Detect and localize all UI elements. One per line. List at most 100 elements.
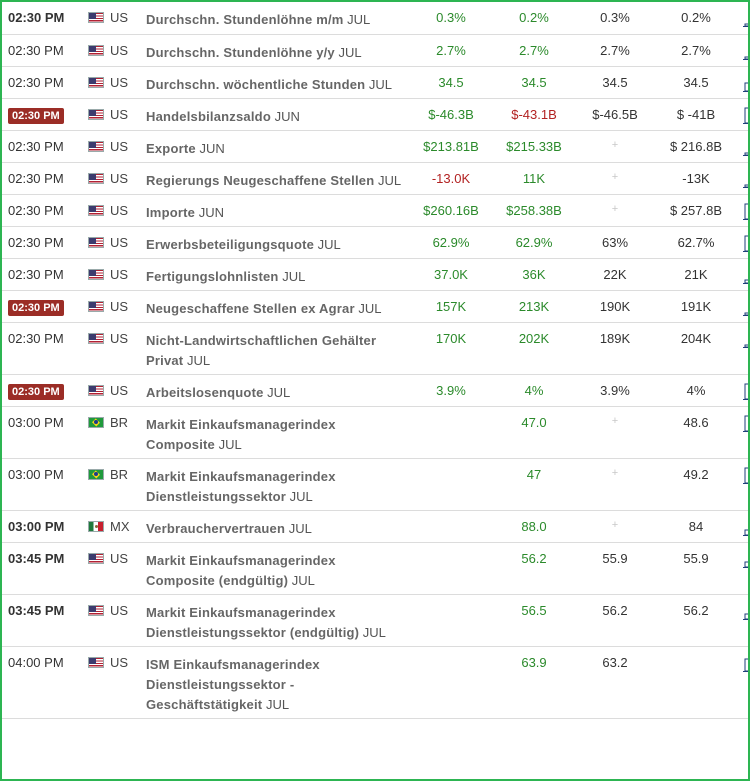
event-cell[interactable]: Durchschn. wöchentliche Stunden JUL [145, 66, 409, 99]
table-row[interactable]: 02:30 PM US Arbeitslosenquote JUL 3.9% 4… [2, 374, 750, 407]
history-mini-chart[interactable] [743, 138, 750, 156]
event-cell[interactable]: ISM Einkaufsmanagerindex Dienstleistungs… [145, 646, 409, 719]
history-chart-cell[interactable] [737, 2, 750, 35]
event-name[interactable]: Durchschn. Stundenlöhne y/y [146, 44, 335, 60]
table-row[interactable]: 02:30 PM US Nicht-Landwirtschaftlichen G… [2, 322, 750, 375]
event-cell[interactable]: Regierungs Neugeschaffene Stellen JUL [145, 162, 409, 195]
table-row[interactable]: 02:30 PM US Fertigungslohnlisten JUL 37.… [2, 258, 750, 291]
history-mini-chart[interactable] [743, 654, 750, 672]
history-mini-chart[interactable] [743, 414, 750, 432]
event-cell[interactable]: Markit Einkaufsmanagerindex Dienstleistu… [145, 594, 409, 647]
event-cell[interactable]: Fertigungslohnlisten JUL [145, 258, 409, 291]
event-name[interactable]: Durchschn. Stundenlöhne m/m [146, 12, 344, 27]
table-row[interactable]: 02:30 PM US Durchschn. wöchentliche Stun… [2, 66, 750, 99]
history-chart-cell[interactable] [737, 290, 750, 323]
event-name[interactable]: Exporte [146, 140, 196, 156]
history-mini-chart[interactable] [743, 518, 750, 536]
history-chart-cell[interactable] [737, 322, 750, 375]
history-chart-cell[interactable] [737, 458, 750, 511]
consensus-value: 0.2% [655, 2, 737, 35]
table-row[interactable]: 02:30 PM US Durchschn. Stundenlöhne y/y … [2, 34, 750, 67]
event-name[interactable]: Markit Einkaufsmanagerindex Dienstleistu… [146, 604, 360, 640]
event-cell[interactable]: Markit Einkaufsmanagerindex Composite JU… [145, 406, 409, 459]
event-name[interactable]: Durchschn. wöchentliche Stunden [146, 76, 366, 92]
event-time-cell: 02:30 PM [2, 374, 87, 407]
history-chart-cell[interactable] [737, 194, 750, 227]
history-mini-chart[interactable] [743, 234, 750, 252]
history-chart-cell[interactable] [737, 646, 750, 719]
event-cell[interactable]: Durchschn. Stundenlöhne m/m JUL [145, 2, 409, 35]
table-row[interactable]: 02:30 PM US Neugeschaffene Stellen ex Ag… [2, 290, 750, 323]
table-row[interactable]: 04:00 PM US ISM Einkaufsmanagerindex Die… [2, 646, 750, 719]
event-name[interactable]: Markit Einkaufsmanagerindex Composite [146, 416, 336, 452]
history-chart-cell[interactable] [737, 542, 750, 595]
event-name[interactable]: Erwerbsbeteiligungsquote [146, 236, 315, 252]
history-chart-cell[interactable] [737, 406, 750, 459]
event-cell[interactable]: Verbrauchervertrauen JUL [145, 510, 409, 543]
history-chart-cell[interactable] [737, 130, 750, 163]
country-code: US [108, 374, 145, 407]
history-mini-chart[interactable] [743, 382, 750, 400]
history-chart-cell[interactable] [737, 594, 750, 647]
history-mini-chart[interactable] [743, 602, 750, 620]
history-mini-chart[interactable] [743, 330, 750, 348]
event-time-cell: 02:30 PM [2, 226, 87, 259]
history-mini-chart[interactable] [743, 298, 750, 316]
event-name[interactable]: ISM Einkaufsmanagerindex Dienstleistungs… [146, 656, 320, 712]
flag-cell [87, 98, 108, 131]
previous-value: 2.7% [493, 34, 575, 67]
country-flag-icon [88, 416, 104, 428]
table-row[interactable]: 02:30 PM US Durchschn. Stundenlöhne m/m … [2, 2, 750, 35]
event-name[interactable]: Markit Einkaufsmanagerindex Dienstleistu… [146, 468, 336, 504]
country-code: US [108, 34, 145, 67]
table-row[interactable]: 02:30 PM US Importe JUN $260.16B $258.38… [2, 194, 750, 227]
event-name[interactable]: Neugeschaffene Stellen ex Agrar [146, 300, 355, 316]
event-cell[interactable]: Arbeitslosenquote JUL [145, 374, 409, 407]
event-cell[interactable]: Durchschn. Stundenlöhne y/y JUL [145, 34, 409, 67]
event-cell[interactable]: Markit Einkaufsmanagerindex Composite (e… [145, 542, 409, 595]
history-mini-chart[interactable] [743, 9, 750, 27]
event-cell[interactable]: Erwerbsbeteiligungsquote JUL [145, 226, 409, 259]
table-row[interactable]: 03:45 PM US Markit Einkaufsmanagerindex … [2, 542, 750, 595]
history-mini-chart[interactable] [743, 202, 750, 220]
event-name[interactable]: Fertigungslohnlisten [146, 268, 279, 284]
history-chart-cell[interactable] [737, 374, 750, 407]
event-name[interactable]: Markit Einkaufsmanagerindex Composite (e… [146, 552, 336, 588]
actual-value: 0.3% [409, 2, 493, 35]
event-cell[interactable]: Nicht-Landwirtschaftlichen Gehälter Priv… [145, 322, 409, 375]
table-row[interactable]: 02:30 PM US Handelsbilanzsaldo JUN $-46.… [2, 98, 750, 131]
table-row[interactable]: 03:00 PM BR Markit Einkaufsmanagerindex … [2, 458, 750, 511]
history-mini-chart[interactable] [743, 266, 750, 284]
event-cell[interactable]: Importe JUN [145, 194, 409, 227]
event-cell[interactable]: Handelsbilanzsaldo JUN [145, 98, 409, 131]
table-row[interactable]: 03:45 PM US Markit Einkaufsmanagerindex … [2, 594, 750, 647]
history-chart-cell[interactable] [737, 510, 750, 543]
history-mini-chart[interactable] [743, 42, 750, 60]
event-name[interactable]: Verbrauchervertrauen [146, 520, 286, 536]
event-cell[interactable]: Markit Einkaufsmanagerindex Dienstleistu… [145, 458, 409, 511]
event-name[interactable]: Nicht-Landwirtschaftlichen Gehälter Priv… [146, 332, 377, 368]
flag-cell [87, 458, 108, 511]
history-mini-chart[interactable] [743, 170, 750, 188]
history-chart-cell[interactable] [737, 162, 750, 195]
history-chart-cell[interactable] [737, 34, 750, 67]
table-row[interactable]: 02:30 PM US Erwerbsbeteiligungsquote JUL… [2, 226, 750, 259]
event-name[interactable]: Arbeitslosenquote [146, 384, 264, 400]
event-name[interactable]: Importe [146, 204, 196, 220]
history-chart-cell[interactable] [737, 98, 750, 131]
table-row[interactable]: 02:30 PM US Exporte JUN $213.81B $215.33… [2, 130, 750, 163]
event-name[interactable]: Regierungs Neugeschaffene Stellen [146, 172, 375, 188]
history-chart-cell[interactable] [737, 66, 750, 99]
history-mini-chart[interactable] [743, 466, 750, 484]
history-mini-chart[interactable] [743, 106, 750, 124]
event-cell[interactable]: Neugeschaffene Stellen ex Agrar JUL [145, 290, 409, 323]
history-mini-chart[interactable] [743, 74, 750, 92]
history-mini-chart[interactable] [743, 550, 750, 568]
table-row[interactable]: 03:00 PM MX Verbrauchervertrauen JUL 88.… [2, 510, 750, 543]
table-row[interactable]: 02:30 PM US Regierungs Neugeschaffene St… [2, 162, 750, 195]
event-name[interactable]: Handelsbilanzsaldo [146, 108, 271, 124]
history-chart-cell[interactable] [737, 226, 750, 259]
table-row[interactable]: 03:00 PM BR Markit Einkaufsmanagerindex … [2, 406, 750, 459]
event-cell[interactable]: Exporte JUN [145, 130, 409, 163]
history-chart-cell[interactable] [737, 258, 750, 291]
